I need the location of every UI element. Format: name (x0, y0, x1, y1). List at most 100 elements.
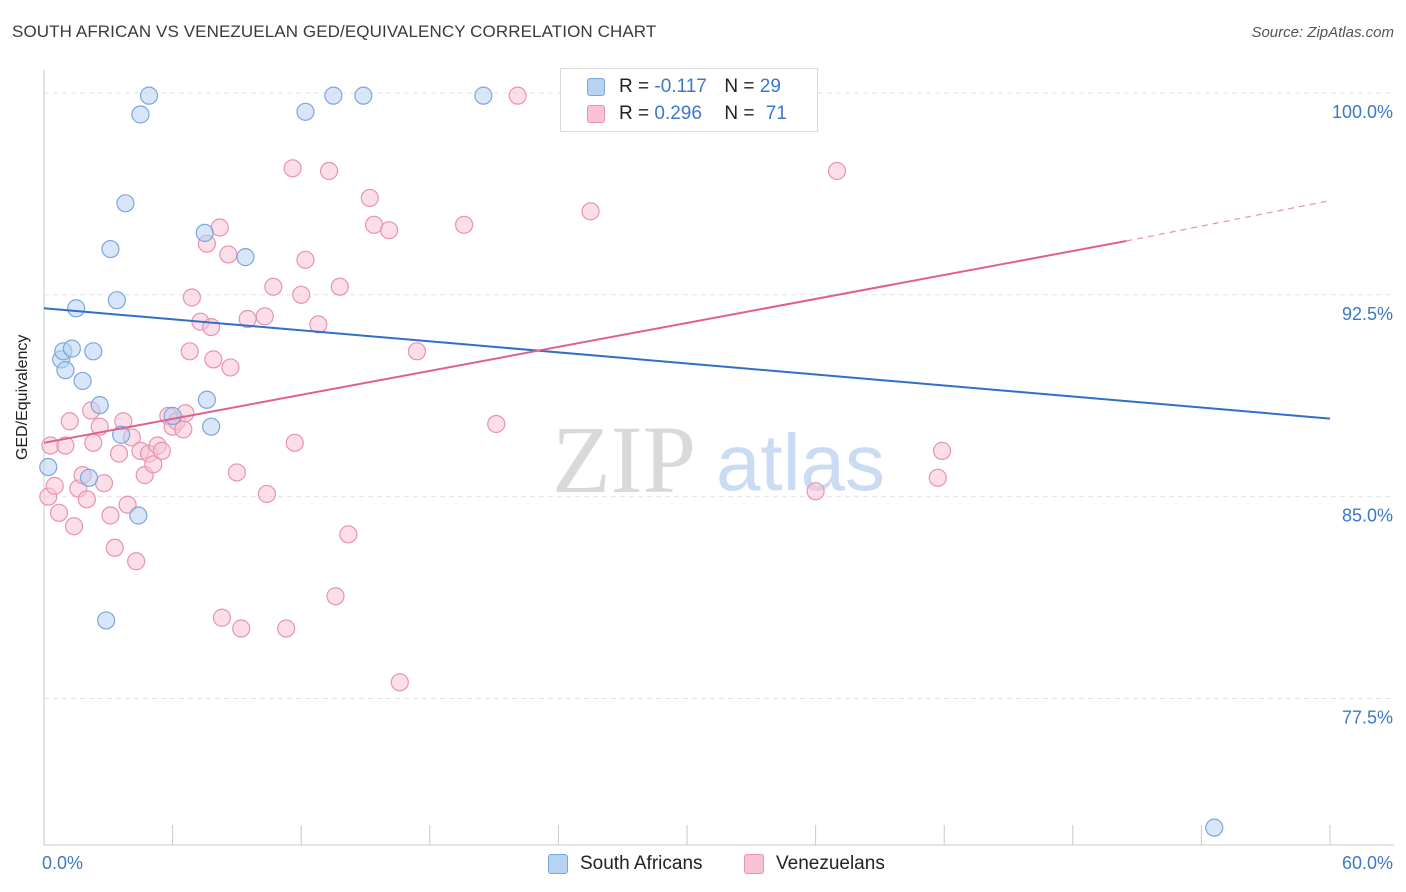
venezuelans-point (127, 552, 146, 571)
south-africans-point (84, 342, 103, 361)
legend-swatch-pink (587, 105, 605, 123)
venezuelans-point (182, 288, 201, 307)
venezuelans-point (60, 412, 79, 431)
y-tick-label: 100.0% (1332, 102, 1393, 122)
south-africans-point (73, 371, 92, 391)
venezuelans-point (932, 441, 952, 460)
venezuelans-point (105, 538, 124, 557)
venezuelans-point (339, 525, 358, 544)
south-africans-point (79, 468, 99, 487)
venezuelans-point (360, 188, 379, 208)
venezuelans-point (390, 673, 409, 692)
south-africans-points (39, 86, 1224, 837)
south-africans-point (354, 86, 373, 105)
venezuelans-point (581, 202, 600, 221)
legend-n-value: 29 (759, 76, 781, 97)
watermark-atlas: atlas (716, 418, 885, 507)
venezuelans-points (39, 86, 952, 692)
south-africans-point (131, 105, 150, 124)
south-africans-point (101, 239, 120, 259)
grid-lines (44, 92, 1394, 699)
south-africans-point (62, 339, 81, 358)
south-africans-point (139, 86, 159, 105)
venezuelans-point (407, 342, 427, 361)
venezuelans-point (319, 161, 339, 181)
south-africans-trend-line (43, 307, 1331, 420)
legend-n-label: N = (724, 76, 755, 97)
south-africans-point (90, 396, 109, 415)
x-tick-label: 0.0% (42, 853, 83, 873)
venezuelans-point (283, 159, 302, 178)
bottom-legend-south-africans: South Africans (548, 852, 703, 876)
venezuelans-trend-line (43, 239, 1127, 444)
venezuelans-point (77, 490, 96, 509)
venezuelans-point (508, 86, 527, 105)
legend-r-label: R = (619, 76, 650, 97)
venezuelans-point (292, 285, 311, 304)
venezuelans-point (101, 506, 120, 525)
venezuelans-point (45, 476, 64, 495)
legend-swatch-blue (587, 78, 605, 96)
south-africans-point (236, 248, 255, 267)
south-africans-point (112, 425, 131, 444)
venezuelans-point (379, 221, 399, 240)
venezuelans-point (180, 342, 199, 361)
south-africans-point (296, 102, 315, 121)
chart-title: SOUTH AFRICAN VS VENEZUELAN GED/EQUIVALE… (12, 22, 657, 41)
legend-r-label: R = (619, 103, 650, 124)
south-africans-point (324, 86, 343, 105)
south-africans-point (1205, 818, 1224, 837)
venezuelans-point (109, 444, 129, 463)
venezuelans-trend-extension (1126, 200, 1331, 242)
bottom-legend-swatch-blue (548, 854, 568, 874)
venezuelans-point (454, 215, 474, 234)
venezuelans-point (257, 484, 277, 504)
venezuelans-point (56, 436, 75, 455)
south-africans-point (197, 390, 216, 409)
legend-row-venezuelans: R = 0.296 N = 71 (587, 101, 787, 127)
source-label: Source: ZipAtlas.com (1251, 24, 1394, 41)
south-africans-point (107, 291, 126, 310)
venezuelans-point (264, 277, 283, 296)
legend-r-value: 0.296 (654, 103, 702, 124)
venezuelans-point (255, 307, 274, 326)
legend-n-value: 71 (765, 103, 787, 124)
watermark: ZIP atlas (552, 406, 885, 513)
south-africans-point (163, 406, 182, 426)
bottom-legend-label: Venezuelans (776, 853, 885, 874)
legend-row-south-africans: R = -0.117 N = 29 (587, 74, 781, 100)
south-africans-point (116, 194, 135, 213)
south-africans-point (39, 457, 58, 477)
tick-labels: 100.0% 92.5% 85.0% 77.5% 0.0% 60.0% (42, 102, 1393, 873)
venezuelans-point (326, 587, 345, 606)
venezuelans-point (49, 503, 69, 522)
venezuelans-point (806, 482, 825, 501)
venezuelans-point (204, 350, 223, 369)
y-tick-label: 85.0% (1342, 506, 1393, 526)
bottom-legend-swatch-pink (744, 854, 764, 874)
south-africans-point (56, 361, 75, 380)
y-axis-label: GED/Equivalency (14, 334, 31, 460)
venezuelans-point (827, 161, 847, 181)
venezuelans-point (144, 455, 163, 474)
y-tick-label: 92.5% (1342, 304, 1393, 324)
venezuelans-point (277, 619, 296, 638)
south-africans-point (202, 417, 221, 436)
venezuelans-point (219, 245, 238, 264)
venezuelans-point (309, 315, 328, 334)
x-tick-label: 60.0% (1342, 853, 1393, 873)
south-africans-point (474, 86, 493, 105)
venezuelans-point (212, 608, 231, 627)
venezuelans-point (152, 441, 171, 460)
venezuelans-point (928, 468, 947, 487)
bottom-legend-label: South Africans (580, 853, 703, 874)
south-africans-point (67, 299, 86, 318)
watermark-zip: ZIP (552, 406, 696, 513)
venezuelans-point (84, 433, 103, 452)
venezuelans-point (64, 517, 84, 536)
venezuelans-point (330, 277, 349, 296)
south-africans-point (129, 506, 148, 525)
correlation-legend: R = -0.117 N = 29 R = 0.296 N = 71 (560, 68, 818, 132)
venezuelans-point (232, 619, 251, 638)
